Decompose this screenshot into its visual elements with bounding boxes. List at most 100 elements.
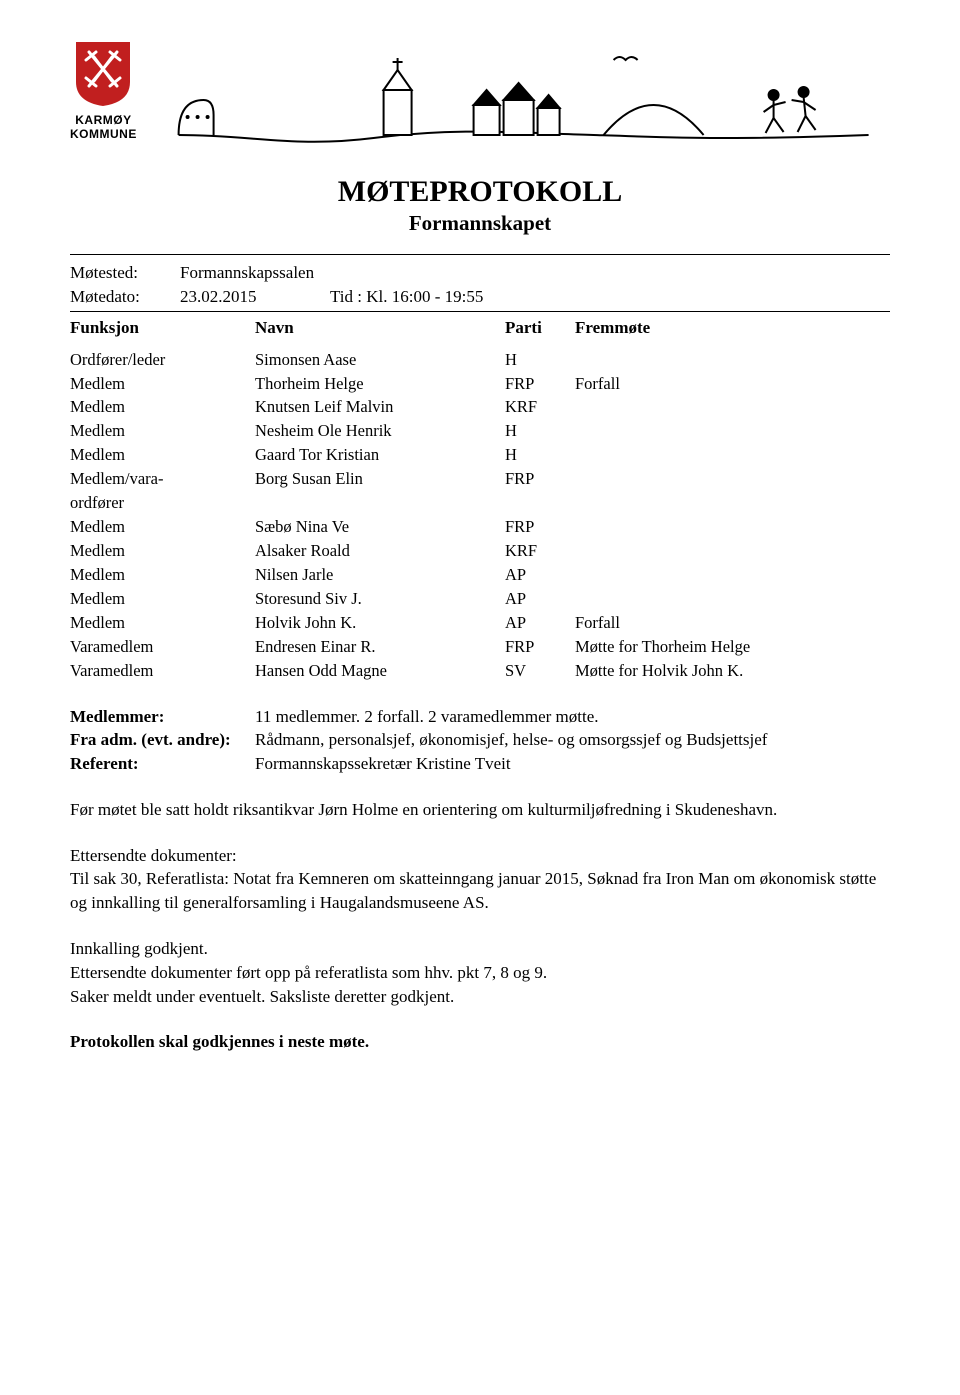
- motested-value: Formannskapssalen: [180, 261, 314, 285]
- td-parti: AP: [505, 587, 575, 611]
- td-parti: H: [505, 419, 575, 443]
- table-header-row: Funksjon Navn Parti Fremmøte: [70, 318, 890, 338]
- td-fremmote: Forfall: [575, 372, 890, 396]
- innkalling-line2: Ettersendte dokumenter ført opp på refer…: [70, 963, 547, 982]
- td-navn: Nilsen Jarle: [255, 563, 505, 587]
- ettersendte-body: Til sak 30, Referatlista: Notat fra Kemn…: [70, 869, 876, 912]
- paragraph-innkalling: Innkalling godkjent. Ettersendte dokumen…: [70, 937, 890, 1008]
- td-navn: Simonsen Aase: [255, 348, 505, 372]
- letterhead: KARMØY KOMMUNE: [70, 40, 890, 155]
- td-funksjon: Medlem: [70, 419, 255, 443]
- fra-adm-label: Fra adm. (evt. andre):: [70, 728, 255, 752]
- info-row-referent: Referent: Formannskapssekretær Kristine …: [70, 752, 890, 776]
- referent-label: Referent:: [70, 752, 255, 776]
- td-navn: Knutsen Leif Malvin: [255, 395, 505, 419]
- logo-block: KARMØY KOMMUNE: [70, 40, 137, 142]
- info-row-medlemmer: Medlemmer: 11 medlemmer. 2 forfall. 2 va…: [70, 705, 890, 729]
- td-parti: AP: [505, 563, 575, 587]
- document-title: MØTEPROTOKOLL: [70, 175, 890, 209]
- medlemmer-value: 11 medlemmer. 2 forfall. 2 varamedlemmer…: [255, 705, 890, 729]
- td-funksjon: Ordfører/leder: [70, 348, 255, 372]
- shield-icon: [74, 40, 132, 108]
- td-funksjon: Medlem: [70, 539, 255, 563]
- td-funksjon: Medlem: [70, 587, 255, 611]
- table-row: VaramedlemEndresen Einar R.FRPMøtte for …: [70, 635, 890, 659]
- table-row: MedlemNilsen JarleAP: [70, 563, 890, 587]
- table-row: VaramedlemHansen Odd MagneSVMøtte for Ho…: [70, 659, 890, 683]
- th-parti: Parti: [505, 318, 575, 338]
- table-row: MedlemStoresund Siv J.AP: [70, 587, 890, 611]
- table-row: Ordfører/lederSimonsen AaseH: [70, 348, 890, 372]
- td-fremmote: [575, 467, 890, 515]
- td-funksjon: Medlem: [70, 563, 255, 587]
- td-navn: Hansen Odd Magne: [255, 659, 505, 683]
- td-fremmote: [575, 515, 890, 539]
- td-navn: Holvik John K.: [255, 611, 505, 635]
- td-parti: FRP: [505, 372, 575, 396]
- td-fremmote: Forfall: [575, 611, 890, 635]
- org-name: KARMØY KOMMUNE: [70, 114, 137, 142]
- table-body: Ordfører/lederSimonsen AaseHMedlemThorhe…: [70, 348, 890, 683]
- td-navn: Sæbø Nina Ve: [255, 515, 505, 539]
- th-funksjon: Funksjon: [70, 318, 255, 338]
- td-funksjon: Varamedlem: [70, 635, 255, 659]
- motested-label: Møtested:: [70, 261, 180, 285]
- td-navn: Borg Susan Elin: [255, 467, 505, 515]
- summary-block: Medlemmer: 11 medlemmer. 2 forfall. 2 va…: [70, 705, 890, 776]
- paragraph-protokoll: Protokollen skal godkjennes i neste møte…: [70, 1030, 890, 1054]
- td-navn: Storesund Siv J.: [255, 587, 505, 611]
- td-fremmote: [575, 563, 890, 587]
- meta-row-date: Møtedato: 23.02.2015 Tid : Kl. 16:00 - 1…: [70, 285, 890, 309]
- td-parti: SV: [505, 659, 575, 683]
- td-funksjon: Medlem: [70, 372, 255, 396]
- attendance-table: Funksjon Navn Parti Fremmøte Ordfører/le…: [70, 318, 890, 683]
- td-fremmote: Møtte for Holvik John K.: [575, 659, 890, 683]
- divider-top: [70, 254, 890, 255]
- td-parti: KRF: [505, 539, 575, 563]
- td-parti: FRP: [505, 515, 575, 539]
- fra-adm-value: Rådmann, personalsjef, økonomisjef, hels…: [255, 728, 890, 752]
- table-row: MedlemSæbø Nina VeFRP: [70, 515, 890, 539]
- td-navn: Gaard Tor Kristian: [255, 443, 505, 467]
- td-navn: Thorheim Helge: [255, 372, 505, 396]
- td-funksjon: Medlem: [70, 443, 255, 467]
- table-row: MedlemAlsaker RoaldKRF: [70, 539, 890, 563]
- td-navn: Alsaker Roald: [255, 539, 505, 563]
- paragraph-ettersendte: Ettersendte dokumenter: Til sak 30, Refe…: [70, 844, 890, 915]
- info-row-fra-adm: Fra adm. (evt. andre): Rådmann, personal…: [70, 728, 890, 752]
- skyline-illustration: [157, 40, 890, 155]
- td-parti: FRP: [505, 467, 575, 515]
- td-fremmote: [575, 348, 890, 372]
- meeting-meta: Møtested: Formannskapssalen Møtedato: 23…: [70, 261, 890, 309]
- meta-row-location: Møtested: Formannskapssalen: [70, 261, 890, 285]
- td-funksjon: Varamedlem: [70, 659, 255, 683]
- td-parti: AP: [505, 611, 575, 635]
- divider-bottom: [70, 311, 890, 312]
- innkalling-line1: Innkalling godkjent.: [70, 939, 208, 958]
- table-row: MedlemHolvik John K.APForfall: [70, 611, 890, 635]
- table-row: Medlem/vara-ordførerBorg Susan ElinFRP: [70, 467, 890, 515]
- td-parti: H: [505, 443, 575, 467]
- th-navn: Navn: [255, 318, 505, 338]
- org-line2: KOMMUNE: [70, 127, 137, 141]
- td-funksjon: Medlem: [70, 395, 255, 419]
- td-fremmote: [575, 419, 890, 443]
- referent-value: Formannskapssekretær Kristine Tveit: [255, 752, 890, 776]
- motedato-value: 23.02.2015: [180, 285, 330, 309]
- td-funksjon: Medlem/vara-ordfører: [70, 467, 255, 515]
- innkalling-line3: Saker meldt under eventuelt. Saksliste d…: [70, 987, 454, 1006]
- th-fremmote: Fremmøte: [575, 318, 890, 338]
- td-navn: Nesheim Ole Henrik: [255, 419, 505, 443]
- table-row: MedlemNesheim Ole HenrikH: [70, 419, 890, 443]
- td-fremmote: Møtte for Thorheim Helge: [575, 635, 890, 659]
- td-fremmote: [575, 587, 890, 611]
- td-navn: Endresen Einar R.: [255, 635, 505, 659]
- table-row: MedlemGaard Tor KristianH: [70, 443, 890, 467]
- tid-value: Tid : Kl. 16:00 - 19:55: [330, 285, 483, 309]
- td-fremmote: [575, 395, 890, 419]
- td-funksjon: Medlem: [70, 611, 255, 635]
- td-fremmote: [575, 539, 890, 563]
- paragraph-orientation: Før møtet ble satt holdt riksantikvar Jø…: [70, 798, 890, 822]
- org-line1: KARMØY: [75, 113, 131, 127]
- td-parti: FRP: [505, 635, 575, 659]
